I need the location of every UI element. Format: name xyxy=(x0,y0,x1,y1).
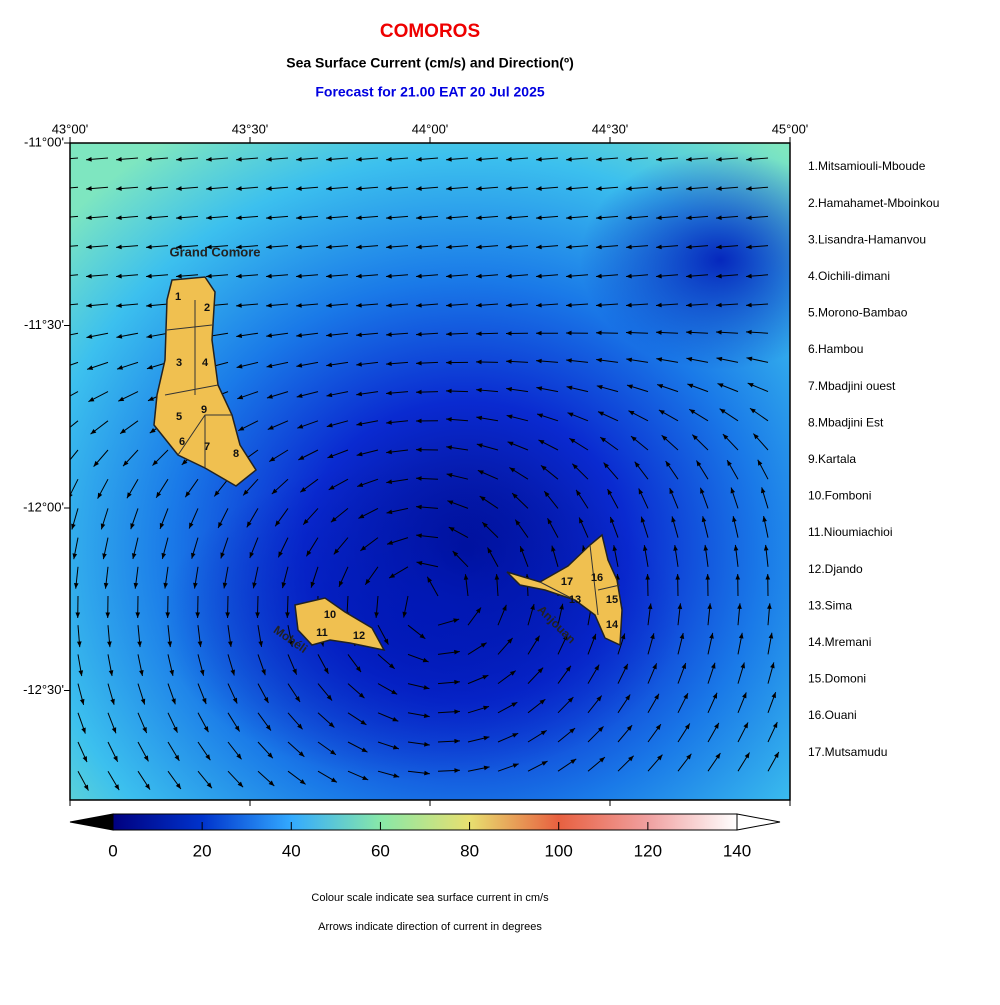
colorbar-label: 20 xyxy=(193,841,212,860)
legend-item: 11.Nioumiachioi xyxy=(808,525,893,539)
region-number: 14 xyxy=(606,619,619,631)
colorbar-over xyxy=(737,814,780,830)
colorbar-label: 40 xyxy=(282,841,301,860)
region-number: 15 xyxy=(606,594,618,606)
legend-item: 16.Ouani xyxy=(808,708,857,722)
arrow-head xyxy=(56,334,62,339)
note: Colour scale indicate sea surface curren… xyxy=(311,892,549,904)
region-number: 4 xyxy=(202,357,209,369)
arrow-head xyxy=(56,215,62,220)
legend-item: 4.Oichili-dimani xyxy=(808,269,890,283)
y-axis-label: -12°00' xyxy=(23,499,64,514)
y-axis-label: -11°30' xyxy=(24,317,64,332)
arrow-head xyxy=(56,186,62,191)
arrow-head xyxy=(59,397,65,402)
colorbar-label: 80 xyxy=(460,841,479,860)
subtitle: Sea Surface Current (cm/s) and Direction… xyxy=(286,55,574,71)
legend-item: 17.Mutsamudu xyxy=(808,745,887,759)
region-number: 16 xyxy=(591,572,603,584)
colorbar-label: 100 xyxy=(545,841,573,860)
y-axis-label: -11°00' xyxy=(24,134,64,149)
arrow-head xyxy=(56,245,62,250)
legend-item: 8.Mbadjini Est xyxy=(808,415,884,429)
colorbar-label: 60 xyxy=(371,841,390,860)
region-number: 5 xyxy=(176,411,182,423)
legend-item: 13.Sima xyxy=(808,598,852,612)
colorbar xyxy=(113,814,737,830)
arrow-head xyxy=(56,274,62,279)
legend-item: 15.Domoni xyxy=(808,672,866,686)
colorbar-label: 120 xyxy=(634,841,662,860)
legend-item: 7.Mbadjini ouest xyxy=(808,379,896,393)
arrow-head xyxy=(56,157,62,162)
y-axis-label: -12°30' xyxy=(23,682,64,697)
region-number: 1 xyxy=(175,291,181,303)
forecast: Forecast for 21.00 EAT 20 Jul 2025 xyxy=(315,84,545,100)
region-number: 9 xyxy=(201,404,207,416)
legend-item: 6.Hambou xyxy=(808,342,863,356)
title: COMOROS xyxy=(380,21,480,42)
arrow-head xyxy=(57,366,63,370)
x-axis-label: 43°30' xyxy=(232,121,269,136)
legend-item: 5.Morono-Bambao xyxy=(808,306,908,320)
sea-field xyxy=(56,143,860,800)
x-axis-label: 44°30' xyxy=(592,121,629,136)
legend-item: 3.Lisandra-Hamanvou xyxy=(808,232,926,246)
legend-item: 9.Kartala xyxy=(808,452,856,466)
region-number: 3 xyxy=(176,357,182,369)
region-number: 11 xyxy=(316,627,328,639)
arrow-head xyxy=(64,461,69,467)
note: Arrows indicate direction of current in … xyxy=(318,921,542,933)
colorbar-label: 140 xyxy=(723,841,751,860)
region-number: 12 xyxy=(353,630,365,642)
legend-item: 14.Mremani xyxy=(808,635,871,649)
region-number: 7 xyxy=(204,441,210,453)
legend-item: 12.Djando xyxy=(808,562,863,576)
legend-item: 1.Mitsamiouli-Mboude xyxy=(808,159,926,173)
region-number: 10 xyxy=(324,609,336,621)
island-name: Grand Comore xyxy=(169,244,260,259)
x-axis-label: 44°00' xyxy=(412,121,449,136)
colorbar-under xyxy=(70,814,113,830)
legend-item: 10.Fomboni xyxy=(808,489,871,503)
legend-item: 2.Hamahamet-Mboinkou xyxy=(808,196,939,210)
region-number: 2 xyxy=(204,302,210,314)
region-number: 6 xyxy=(179,436,185,448)
region-number: 8 xyxy=(233,448,239,460)
arrow-head xyxy=(56,303,62,308)
region-number: 17 xyxy=(561,576,573,588)
colorbar-label: 0 xyxy=(108,841,117,860)
region-number: 13 xyxy=(569,594,581,606)
arrow-head xyxy=(61,429,67,434)
x-axis-label: 45°00' xyxy=(772,121,809,136)
